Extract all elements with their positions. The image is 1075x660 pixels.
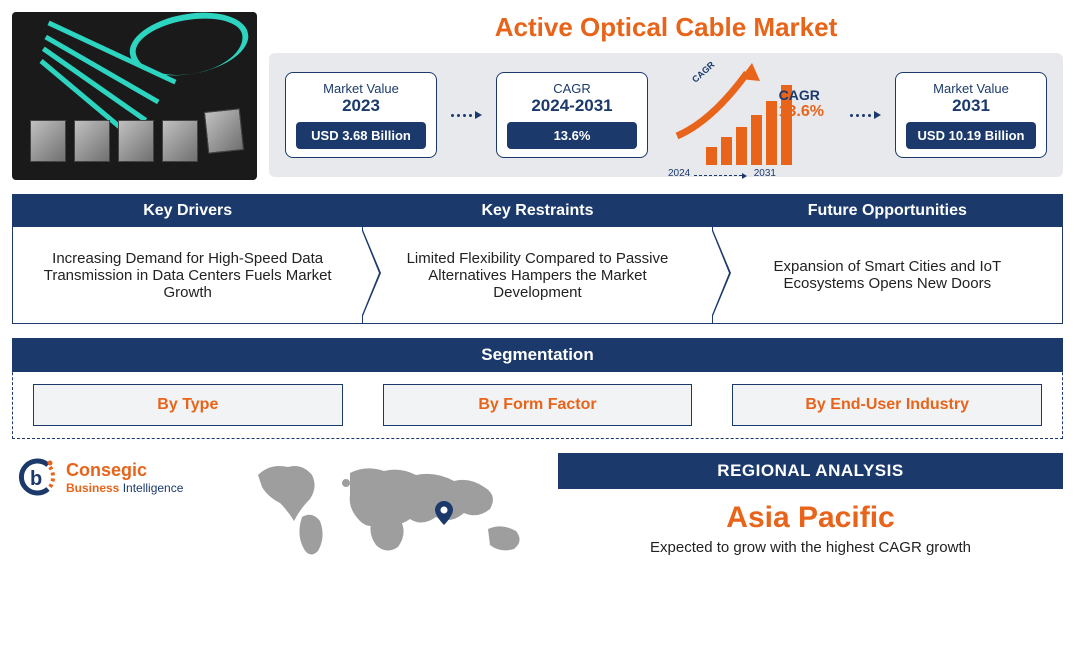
region-name: Asia Pacific bbox=[558, 501, 1063, 535]
regional-analysis: REGIONAL ANALYSIS Asia Pacific Expected … bbox=[558, 453, 1063, 556]
small-arrow-icon bbox=[694, 175, 742, 176]
stat-period: 2024-2031 bbox=[507, 96, 637, 116]
block-header: Future Opportunities bbox=[713, 195, 1062, 227]
logo-line2-rest: Intelligence bbox=[119, 481, 183, 495]
stat-year: 2023 bbox=[296, 96, 426, 116]
logo-text: Consegic Business Intelligence bbox=[66, 460, 183, 495]
product-image bbox=[12, 12, 257, 180]
cagr-text: CAGR 13.6% bbox=[779, 87, 824, 121]
segmentation-header: Segmentation bbox=[12, 338, 1063, 372]
stat-label: Market Value bbox=[296, 81, 426, 96]
cable-coil-graphic bbox=[125, 12, 254, 84]
stat-label: CAGR bbox=[507, 81, 637, 96]
top-row: Active Optical Cable Market Market Value… bbox=[12, 12, 1063, 180]
block-body: Limited Flexibility Compared to Passive … bbox=[363, 227, 712, 323]
title-stats-column: Active Optical Cable Market Market Value… bbox=[269, 12, 1063, 180]
svg-text:b: b bbox=[30, 468, 42, 490]
cagr-side-label: CAGR bbox=[779, 87, 824, 103]
block-header: Key Drivers bbox=[13, 195, 362, 227]
block-header: Key Restraints bbox=[363, 195, 712, 227]
segmentation-item: By End-User Industry bbox=[732, 384, 1042, 426]
segmentation-item: By Form Factor bbox=[383, 384, 693, 426]
bottom-row: b Consegic Business Intelligence bbox=[12, 453, 1063, 568]
arrow-dots bbox=[850, 111, 881, 119]
world-map bbox=[240, 453, 540, 568]
stat-value: USD 3.68 Billion bbox=[296, 122, 426, 149]
connector-graphic bbox=[204, 108, 244, 154]
logo-area: b Consegic Business Intelligence bbox=[12, 453, 222, 501]
key-drivers-block: Key Drivers Increasing Demand for High-S… bbox=[12, 194, 363, 324]
block-body: Increasing Demand for High-Speed Data Tr… bbox=[13, 227, 362, 323]
block-body: Expansion of Smart Cities and IoT Ecosys… bbox=[713, 227, 1062, 323]
world-map-icon bbox=[240, 453, 540, 568]
segmentation-row: By Type By Form Factor By End-User Indus… bbox=[13, 384, 1062, 426]
cagr-growth-graphic: CAGR CAGR 13.6% 2024 2031 bbox=[662, 65, 836, 165]
regional-body: Asia Pacific Expected to grow with the h… bbox=[558, 489, 1063, 556]
stat-box-cagr: CAGR 2024-2031 13.6% bbox=[496, 72, 648, 158]
connector-graphic bbox=[118, 120, 154, 162]
stat-box-start: Market Value 2023 USD 3.68 Billion bbox=[285, 72, 437, 158]
regional-header: REGIONAL ANALYSIS bbox=[558, 453, 1063, 489]
consegic-logo-icon: b bbox=[12, 453, 60, 501]
segmentation-item: By Type bbox=[33, 384, 343, 426]
map-pin-icon bbox=[435, 501, 453, 525]
infographic-root: Active Optical Cable Market Market Value… bbox=[0, 0, 1075, 660]
stat-value: 13.6% bbox=[507, 122, 637, 149]
logo-line2: Business Intelligence bbox=[66, 481, 183, 495]
cagr-bar bbox=[721, 137, 732, 165]
chevron-icon bbox=[712, 231, 729, 315]
main-title: Active Optical Cable Market bbox=[269, 12, 1063, 43]
axis-years: 2024 2031 bbox=[662, 168, 836, 179]
stat-year: 2031 bbox=[906, 96, 1036, 116]
connector-graphic bbox=[30, 120, 66, 162]
future-opportunities-block: Future Opportunities Expansion of Smart … bbox=[712, 194, 1063, 324]
connector-graphic bbox=[74, 120, 110, 162]
connector-graphic bbox=[162, 120, 198, 162]
stats-bar: Market Value 2023 USD 3.68 Billion CAGR … bbox=[269, 53, 1063, 177]
segmentation-section: Segmentation By Type By Form Factor By E… bbox=[12, 338, 1063, 439]
chevron-icon bbox=[362, 231, 379, 315]
axis-year-start: 2024 bbox=[668, 168, 690, 179]
stat-box-end: Market Value 2031 USD 10.19 Billion bbox=[895, 72, 1047, 158]
key-restraints-block: Key Restraints Limited Flexibility Compa… bbox=[362, 194, 713, 324]
region-desc: Expected to grow with the highest CAGR g… bbox=[558, 539, 1063, 556]
logo-line2-bold: Business bbox=[66, 481, 119, 495]
cagr-side-value: 13.6% bbox=[779, 103, 824, 121]
logo-line1: Consegic bbox=[66, 460, 183, 481]
three-col-row: Key Drivers Increasing Demand for High-S… bbox=[12, 194, 1063, 324]
cagr-bar bbox=[706, 147, 717, 165]
axis-year-end: 2031 bbox=[754, 168, 776, 179]
stat-value: USD 10.19 Billion bbox=[906, 122, 1036, 149]
growth-arrow-icon bbox=[672, 61, 772, 141]
stat-label: Market Value bbox=[906, 81, 1036, 96]
arrow-dots bbox=[451, 111, 482, 119]
